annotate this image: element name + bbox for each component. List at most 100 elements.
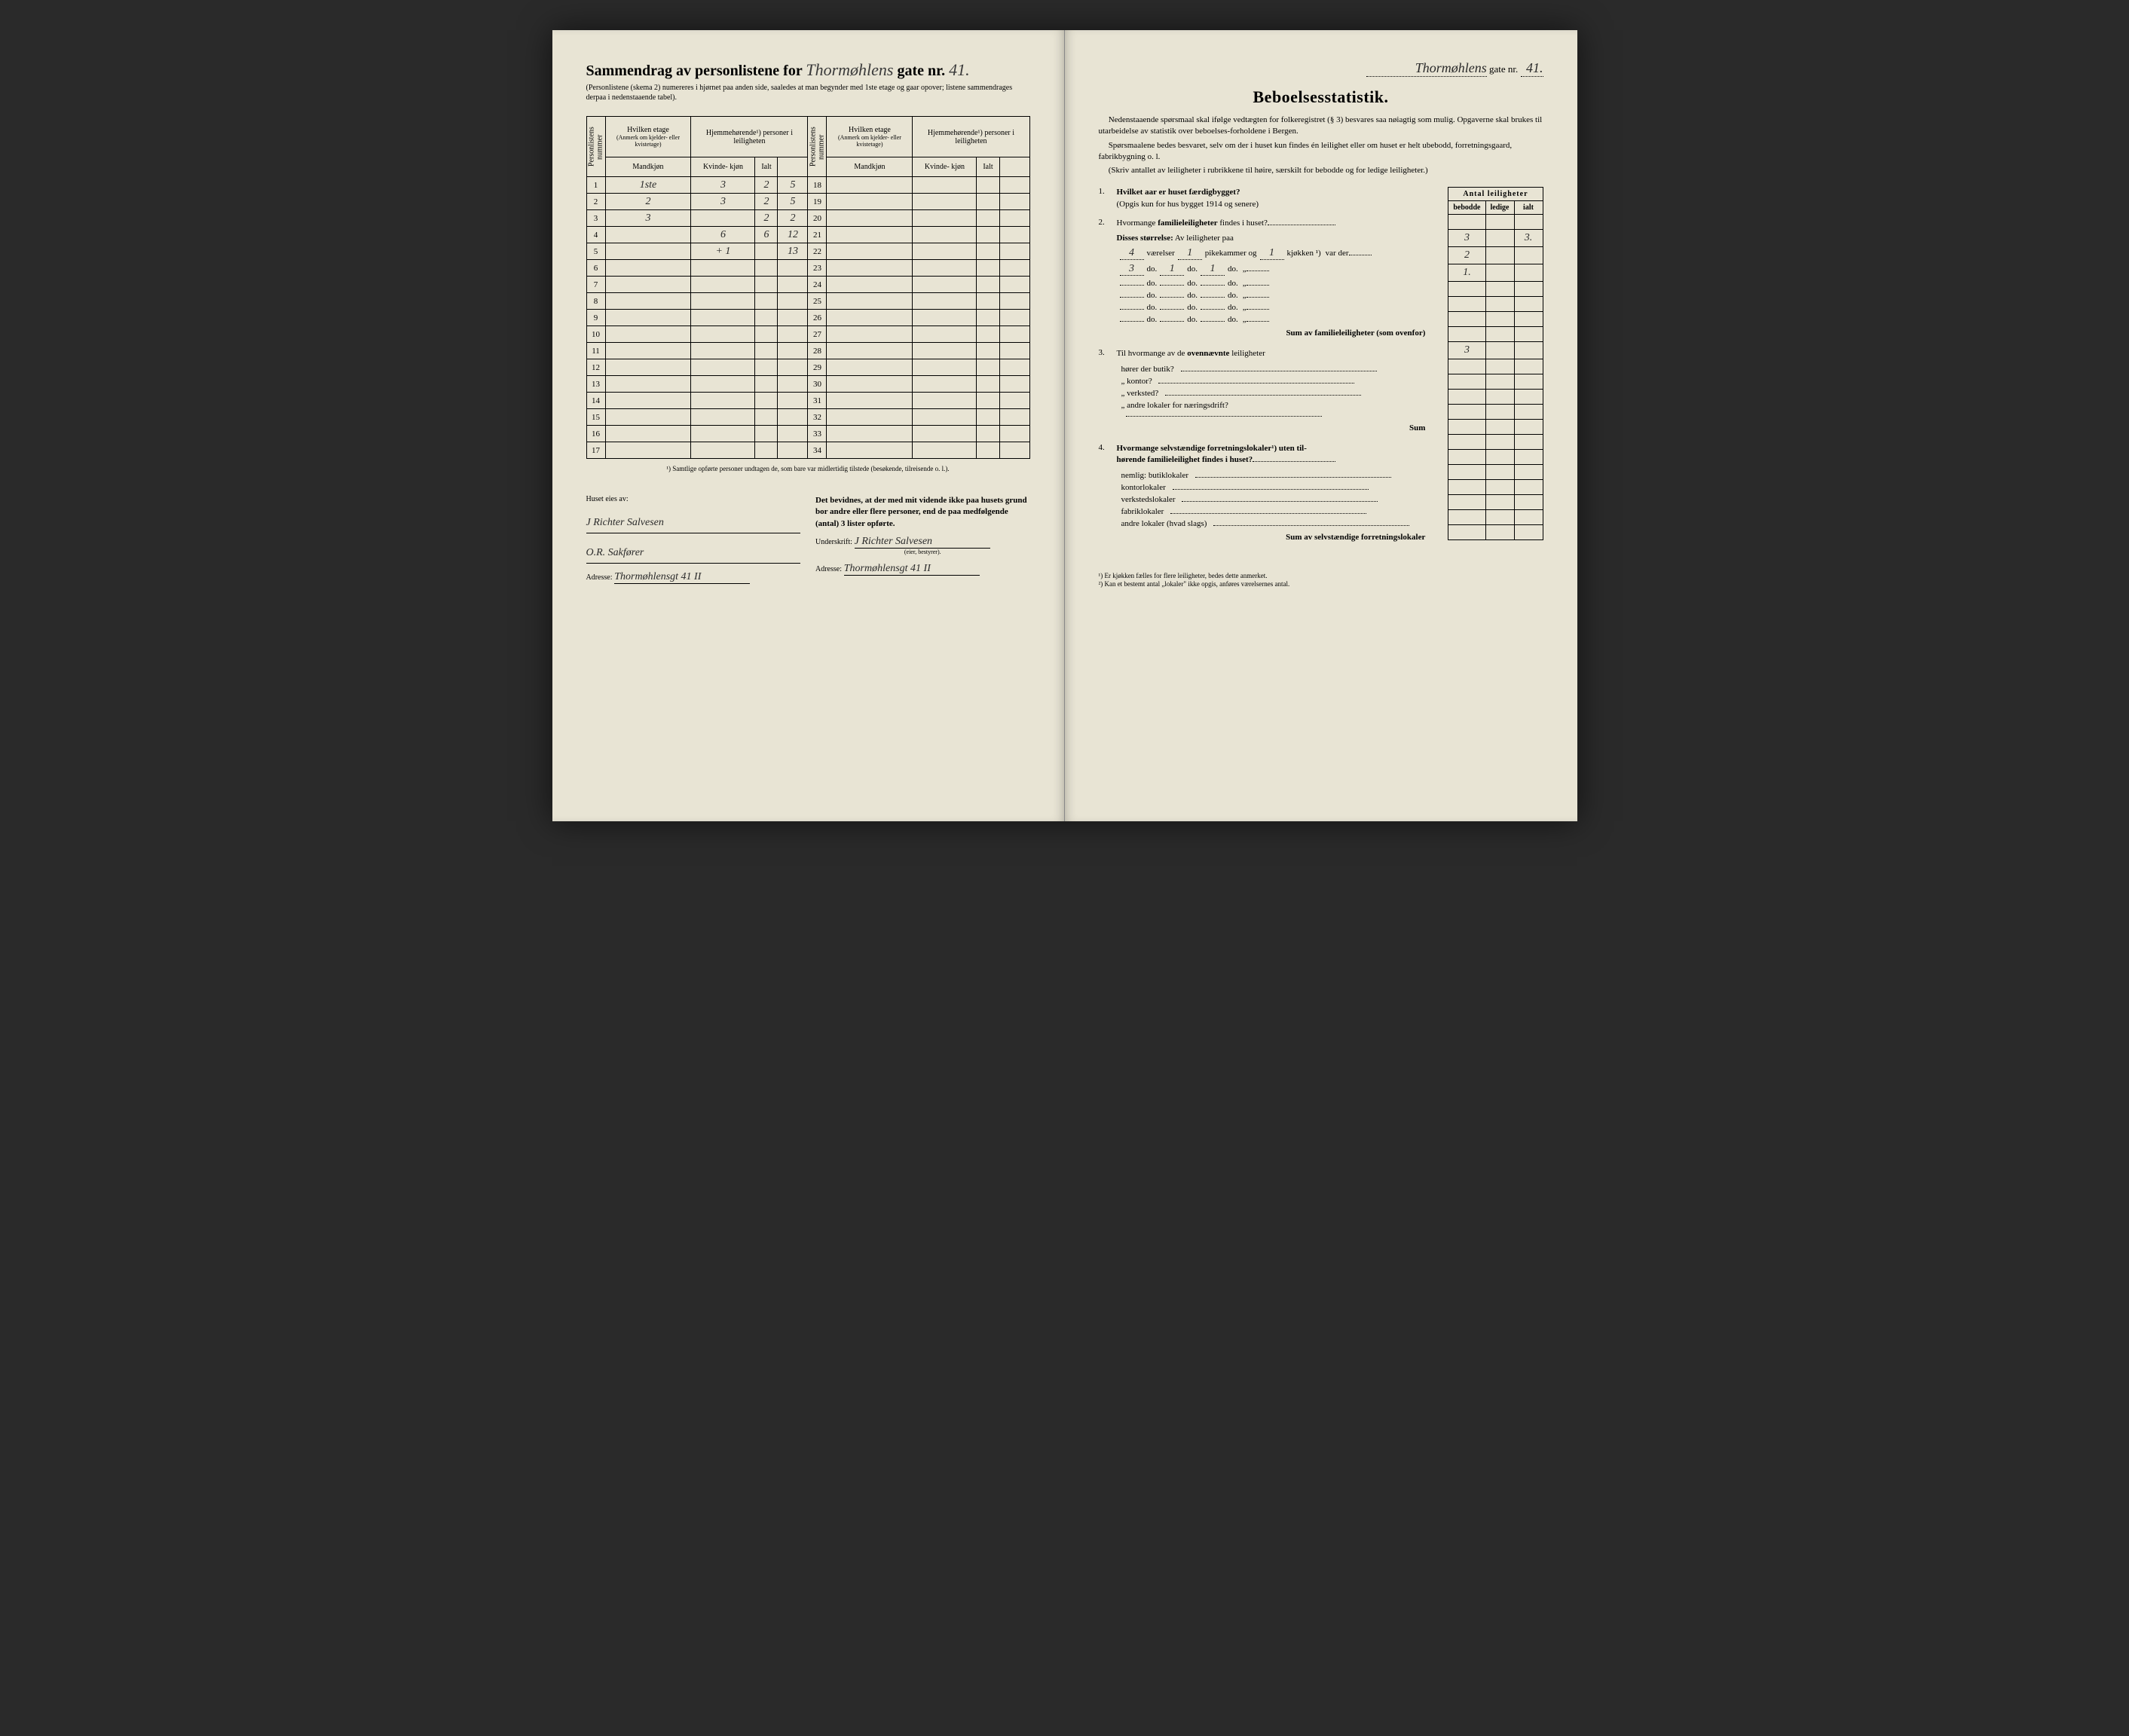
row-m-b xyxy=(913,177,977,194)
sign-addr-label: Adresse: xyxy=(815,565,842,573)
street-handwritten: Thormøhlens xyxy=(806,60,893,79)
row-m-a xyxy=(691,326,755,343)
sum-forret: Sum av selvstændige forretningslokaler xyxy=(1099,533,1429,542)
row-num-a: 9 xyxy=(586,310,605,326)
row-i-a xyxy=(778,293,808,310)
row-etage-b xyxy=(827,343,913,359)
row-etage-b xyxy=(827,227,913,243)
row-i-a: 5 xyxy=(778,194,808,210)
row-num-b: 23 xyxy=(808,260,827,277)
size-v xyxy=(1120,285,1144,286)
row-m-b xyxy=(913,277,977,293)
row-m-b xyxy=(913,343,977,359)
right-gate-label: gate nr. xyxy=(1489,63,1518,75)
lbl-do: do. xyxy=(1147,264,1158,274)
size-line: do.do.do.„ xyxy=(1117,291,1429,300)
row-etage-b xyxy=(827,194,913,210)
antall-size-val xyxy=(1448,282,1485,297)
q3-sub-line: „ kontor? xyxy=(1121,377,1429,386)
sum-fam-label: Sum av familieleiligheter (som ovenfor) xyxy=(1286,329,1425,338)
title-prefix: Sammendrag av personlistene for xyxy=(586,63,803,79)
row-m-b xyxy=(913,409,977,426)
q3: 3. Til hvormange av de ovennævnte leilig… xyxy=(1099,348,1429,359)
col-personlistens-b: Personlistens nummer xyxy=(808,117,827,177)
right-page: Thormøhlens gate nr. 41. Beboelsesstatis… xyxy=(1065,30,1577,821)
row-etage-a: 3 xyxy=(605,210,691,227)
row-k-a xyxy=(755,260,778,277)
tally-row: 724 xyxy=(586,277,1029,293)
col-etage-a: Hvilken etage (Anmerk om kjelder- eller … xyxy=(605,117,691,157)
q2-post: findes i huset? xyxy=(1218,219,1268,228)
q3-lines: hører der butik? „ kontor? „ verksted? „… xyxy=(1099,365,1429,419)
row-k-a: 2 xyxy=(755,194,778,210)
row-k-a xyxy=(755,343,778,359)
tally-table: Personlistens nummer Hvilken etage (Anme… xyxy=(586,116,1030,459)
row-i-a xyxy=(778,442,808,459)
row-k-a xyxy=(755,376,778,393)
antall-size-row xyxy=(1448,327,1543,342)
row-m-b xyxy=(913,426,977,442)
row-etage-a xyxy=(605,326,691,343)
row-k-b xyxy=(977,293,999,310)
row-etage-b xyxy=(827,210,913,227)
q1-text-a: Hvilket aar er huset færdigbygget? xyxy=(1117,188,1240,197)
size-tail: „ xyxy=(1243,279,1247,288)
tally-row: 1431 xyxy=(586,393,1029,409)
row-k-b xyxy=(977,376,999,393)
owner-addr: Thormøhlensgt 41 II xyxy=(614,571,750,584)
row-m-b xyxy=(913,326,977,343)
row-etage-a xyxy=(605,409,691,426)
row-m-a xyxy=(691,210,755,227)
row-num-b: 25 xyxy=(808,293,827,310)
owner-column: Huset eies av: J Richter Salvesen O.R. S… xyxy=(586,495,801,584)
row-i-a xyxy=(778,393,808,409)
row-i-b xyxy=(999,326,1029,343)
row-m-a xyxy=(691,442,755,459)
row-etage-b xyxy=(827,426,913,442)
q3-sub-line: „ verksted? xyxy=(1121,389,1429,398)
right-footnotes: ¹) Er kjøkken fælles for flere leilighet… xyxy=(1099,572,1543,589)
row-i-b xyxy=(999,277,1029,293)
row-m-b xyxy=(913,293,977,310)
antall-size-val xyxy=(1448,297,1485,312)
antall-size-val xyxy=(1448,312,1485,327)
antall-size-val xyxy=(1448,327,1485,342)
row-num-a: 5 xyxy=(586,243,605,260)
row-etage-b xyxy=(827,277,913,293)
row-etage-a xyxy=(605,426,691,442)
row-i-a xyxy=(778,426,808,442)
q4-sub-line: verkstedslokaler xyxy=(1121,495,1429,504)
size-line: do.do.do.„ xyxy=(1117,303,1429,312)
row-i-a: 2 xyxy=(778,210,808,227)
row-num-b: 22 xyxy=(808,243,827,260)
size-v xyxy=(1120,297,1144,298)
q2-ialt: 3. xyxy=(1514,230,1543,247)
q3-sub-text: hører der butik? xyxy=(1121,365,1174,374)
right-text-column: 1. Hvilket aar er huset færdigbygget? (O… xyxy=(1099,187,1429,552)
tally-row: 1633 xyxy=(586,426,1029,442)
lbl-do: do. xyxy=(1187,291,1198,300)
tally-row: 1734 xyxy=(586,442,1029,459)
size-tail: „ xyxy=(1243,264,1247,274)
row-i-b xyxy=(999,393,1029,409)
row-num-a: 1 xyxy=(586,177,605,194)
row-num-b: 32 xyxy=(808,409,827,426)
q2-bebodde: 3 xyxy=(1448,230,1485,247)
q2-num: 2. xyxy=(1099,218,1109,227)
col-hjemme-b: Hjemmehørende¹) personer i leiligheten xyxy=(913,117,1029,157)
row-i-b xyxy=(999,409,1029,426)
antall-h2: ledige xyxy=(1485,201,1514,215)
left-title: Sammendrag av personlistene for Thormøhl… xyxy=(586,60,1030,80)
antall-size-row xyxy=(1448,297,1543,312)
lbl-do: do. xyxy=(1228,303,1238,312)
q4-a: Hvormange selvstændige forretningslokale… xyxy=(1117,444,1307,453)
underskrift-note: (eier, bestyrer). xyxy=(815,549,1030,555)
row-num-b: 18 xyxy=(808,177,827,194)
row-num-b: 21 xyxy=(808,227,827,243)
lbl-kjokken: kjøkken ¹) xyxy=(1287,249,1321,258)
row-etage-b xyxy=(827,310,913,326)
col-etage-b: Hvilken etage (Anmerk om kjelder- eller … xyxy=(827,117,913,157)
lbl-pikekammer: pikekammer og xyxy=(1205,249,1257,258)
row-m-a xyxy=(691,426,755,442)
row-i-b xyxy=(999,426,1029,442)
